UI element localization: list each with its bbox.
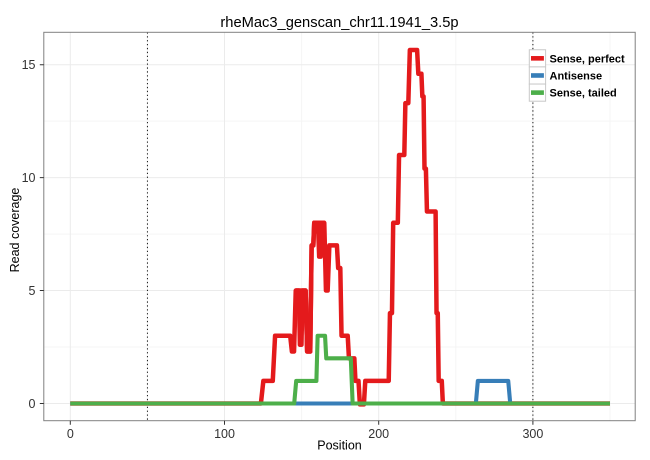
svg-text:rheMac3_genscan_chr11.1941_3.5: rheMac3_genscan_chr11.1941_3.5p [220,15,458,31]
svg-text:10: 10 [22,171,36,185]
svg-text:0: 0 [29,397,36,411]
svg-text:Antisense: Antisense [550,70,603,82]
svg-text:0: 0 [67,427,74,441]
svg-text:Sense, perfect: Sense, perfect [550,53,626,65]
svg-text:5: 5 [29,284,36,298]
svg-text:100: 100 [214,427,235,441]
svg-text:200: 200 [368,427,389,441]
svg-text:15: 15 [22,58,36,72]
svg-text:Read coverage: Read coverage [8,188,22,273]
svg-text:Sense, tailed: Sense, tailed [550,88,617,100]
svg-text:Position: Position [317,439,362,453]
svg-text:300: 300 [522,427,543,441]
